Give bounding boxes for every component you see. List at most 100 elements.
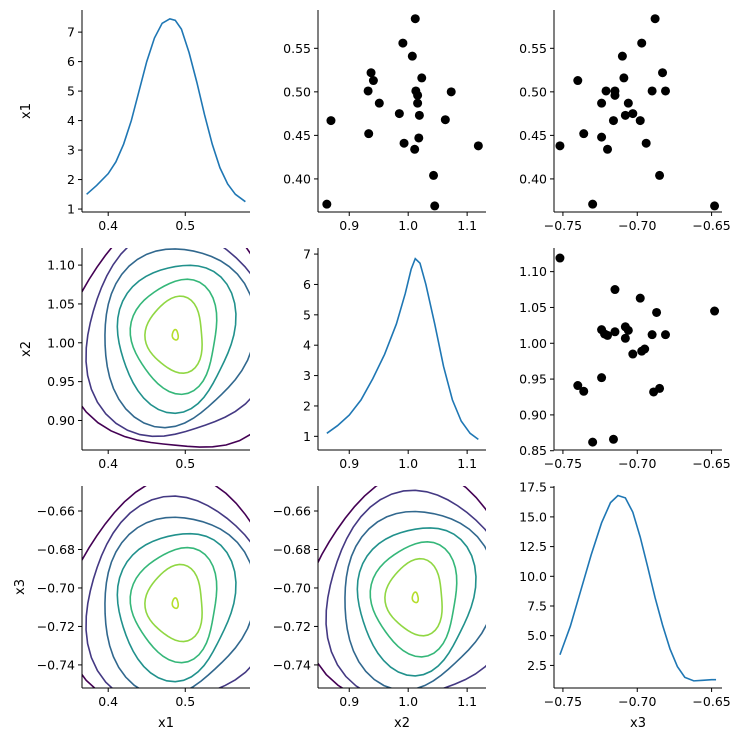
- panel-r2-c1: 0.9 1.0 1.1 −0.74 −0.72 −0.70 −0.68 −0.66 x2: [273, 486, 486, 731]
- x-tick-label: 1.0: [398, 694, 418, 709]
- contour-level-3: [104, 248, 250, 429]
- y-tick-label: 0.40: [283, 171, 311, 186]
- density-line: [559, 494, 717, 682]
- x-tick-label: −0.65: [692, 694, 730, 709]
- scatter-point: [414, 110, 424, 120]
- scatter-point: [597, 98, 607, 108]
- contour-level-6: [384, 557, 443, 637]
- y-tick-label: −0.74: [37, 657, 75, 672]
- scatter-point: [610, 285, 620, 295]
- y-tick-label: 0.50: [519, 84, 547, 99]
- panel-r1-c1: 0.9 1.0 1.1 1 2 3 4 5 6 7: [303, 247, 486, 471]
- x-tick-label: 0.4: [98, 218, 118, 233]
- contour-level-2: [325, 489, 486, 688]
- y-tick-label: 0.45: [519, 128, 547, 143]
- scatter-point: [410, 144, 420, 154]
- scatter-point: [413, 98, 423, 108]
- y-axis-label: x1: [19, 103, 34, 119]
- scatter-point: [366, 68, 376, 78]
- contour-level-7: [171, 597, 180, 610]
- y-tick-label: −0.72: [273, 619, 311, 634]
- y-tick-label: 3: [303, 368, 311, 383]
- scatter-point: [617, 51, 627, 61]
- y-tick-label: 17.5: [519, 480, 547, 495]
- y-tick-label: 5.0: [527, 628, 547, 643]
- y-tick-label: 2: [303, 398, 311, 413]
- contour-level-7: [171, 328, 180, 341]
- x-tick-label: −0.70: [618, 218, 656, 233]
- plot-area: [559, 494, 717, 682]
- scatter-point: [655, 383, 665, 393]
- contour-level-3: [344, 510, 486, 688]
- plot-area: [82, 486, 250, 688]
- scatter-point: [573, 381, 583, 391]
- scatter-point: [661, 86, 670, 96]
- scatter-point: [410, 14, 420, 24]
- x-tick-label: 1.0: [398, 456, 418, 471]
- scatter-point: [623, 325, 633, 335]
- x-tick-label: 0.5: [175, 456, 195, 471]
- scatter-point: [652, 307, 662, 317]
- y-tick-label: 7: [303, 247, 311, 262]
- scatter-point: [414, 133, 424, 143]
- scatter-point: [620, 333, 630, 343]
- scatter-point: [628, 349, 638, 359]
- x-tick-label: −0.75: [544, 218, 582, 233]
- y-tick-label: 12.5: [519, 539, 547, 554]
- x-axis-label: x1: [158, 716, 174, 731]
- density-line: [326, 257, 479, 441]
- y-tick-label: −0.70: [37, 580, 75, 595]
- scatter-point: [635, 116, 645, 126]
- x-tick-label: 1.1: [457, 694, 477, 709]
- scatter-point: [398, 38, 408, 48]
- plot-area: [318, 486, 486, 688]
- y-tick-label: 6: [303, 277, 311, 292]
- contour-level-5: [129, 546, 218, 664]
- y-tick-label: 0.45: [283, 128, 311, 143]
- y-tick-label: 6: [67, 54, 75, 69]
- y-tick-label: 3: [67, 143, 75, 158]
- plot-area: [326, 257, 479, 441]
- contour-level-4: [116, 532, 237, 683]
- contour-level-4: [116, 264, 237, 415]
- scatter-point: [588, 199, 598, 209]
- y-tick-label: 7.5: [527, 599, 547, 614]
- scatter-point: [640, 344, 650, 354]
- x-tick-label: −0.70: [618, 456, 656, 471]
- plot-area: [555, 253, 720, 447]
- scatter-point: [555, 253, 565, 263]
- contour-level-7: [411, 591, 420, 604]
- contour-level-1: [82, 248, 250, 448]
- y-tick-label: −0.68: [37, 542, 75, 557]
- y-tick-label: 0.50: [283, 84, 311, 99]
- y-tick-label: −0.66: [273, 504, 311, 519]
- y-tick-label: 1.00: [519, 336, 547, 351]
- scatter-point: [597, 373, 607, 383]
- y-tick-label: 1.05: [47, 296, 75, 311]
- scatter-point: [603, 330, 613, 340]
- scatter-point: [368, 76, 378, 86]
- y-tick-label: 15.0: [519, 509, 547, 524]
- y-tick-label: 5: [67, 84, 75, 99]
- y-tick-label: 5: [303, 307, 311, 322]
- scatter-point: [647, 330, 657, 340]
- y-tick-label: −0.74: [273, 657, 311, 672]
- x-tick-label: 0.9: [339, 694, 359, 709]
- x-tick-label: 0.9: [339, 218, 359, 233]
- y-tick-label: 1.00: [47, 335, 75, 350]
- y-tick-label: −0.70: [273, 580, 311, 595]
- scatter-point: [597, 132, 607, 142]
- plot-area: [86, 17, 246, 203]
- y-tick-label: 1.10: [47, 258, 75, 273]
- scatter-point: [374, 98, 384, 108]
- x-tick-label: 0.4: [98, 456, 118, 471]
- contour-level-6: [144, 295, 203, 375]
- density-line: [86, 17, 246, 203]
- x-tick-label: 1.0: [398, 218, 418, 233]
- scatter-point: [635, 293, 645, 303]
- y-tick-label: 0.95: [519, 372, 547, 387]
- y-tick-label: 0.40: [519, 171, 547, 186]
- y-tick-label: 0.85: [519, 443, 547, 458]
- scatter-point: [579, 129, 589, 139]
- scatter-point: [623, 98, 633, 108]
